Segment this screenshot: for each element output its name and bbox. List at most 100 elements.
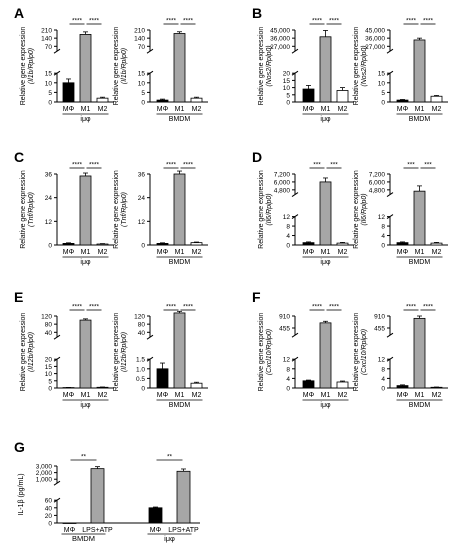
- y-tick-label: 15: [378, 71, 386, 78]
- y-axis-gene: (Nos2/Rplp0): [361, 45, 368, 86]
- y-tick-label: 45,000: [365, 28, 385, 35]
- bar: [173, 312, 186, 389]
- y-tick-label: 15: [45, 364, 53, 371]
- y-tick-label: 0.5: [136, 376, 145, 383]
- significance-label: ****: [406, 18, 417, 25]
- y-tick-label: 6,000: [369, 179, 386, 186]
- y-tick-label: 36,000: [365, 36, 385, 43]
- y-tick-label: 40: [138, 330, 146, 337]
- bar: [173, 173, 186, 246]
- y-tick-label: 24: [138, 195, 146, 202]
- x-tick-label: M2: [98, 106, 108, 113]
- x-axis-title: BMDM: [169, 402, 191, 409]
- y-tick-label: 0: [141, 243, 145, 250]
- significance-label: ****: [312, 18, 323, 25]
- chart-F-10: F 0 4 8 12 455 910 Relative gene expression (Cxc…: [252, 289, 354, 409]
- x-tick-label: M2: [192, 392, 202, 399]
- x-axis-title: iμφ: [320, 116, 331, 123]
- y-tick-label: 0: [141, 386, 145, 393]
- x-tick-label: MΦ: [150, 527, 162, 534]
- y-tick-label: 24: [45, 195, 53, 202]
- bar: [176, 470, 191, 524]
- y-axis-title: Relative gene expression: [353, 313, 360, 392]
- y-tick-label: 210: [41, 28, 52, 35]
- bar: [319, 181, 332, 246]
- bar: [62, 522, 77, 524]
- y-tick-label: 5: [381, 90, 385, 97]
- bar: [430, 95, 443, 103]
- bar: [190, 97, 203, 103]
- x-tick-label: M1: [81, 106, 91, 113]
- significance-label: ****: [183, 304, 194, 311]
- x-tick-label: M1: [81, 392, 91, 399]
- panel-label: B: [252, 5, 262, 21]
- y-tick-label: 4: [286, 376, 290, 383]
- significance-label: ***: [424, 162, 432, 169]
- y-axis-gene: (Il1b/Rplp0): [28, 48, 35, 84]
- bar: [156, 243, 169, 246]
- x-tick-label: M2: [98, 249, 108, 256]
- y-tick-label: 1.5: [136, 357, 145, 364]
- bar: [396, 385, 409, 389]
- x-tick-label: MΦ: [63, 392, 75, 399]
- y-tick-label: 0: [286, 100, 290, 107]
- axis-break-mark: [53, 480, 61, 486]
- y-axis-gene: (Tnf/Rplp0): [28, 192, 35, 227]
- y-axis-title: Relative gene expression: [113, 313, 120, 392]
- bar: [396, 99, 409, 103]
- axis-break-mark: [291, 192, 299, 198]
- axis-break-mark: [146, 334, 154, 340]
- x-tick-label: M1: [415, 392, 425, 399]
- y-axis-title: Relative gene expression: [258, 170, 265, 249]
- y-tick-label: 8: [381, 224, 385, 231]
- y-axis-title: Relative gene expression: [353, 170, 360, 249]
- y-axis-title: Relative gene expression: [113, 27, 120, 106]
- y-axis-gene: (Il12b/Rplp0): [28, 332, 35, 372]
- significance-label: ****: [72, 162, 83, 169]
- x-tick-label: M1: [415, 106, 425, 113]
- bar: [190, 242, 203, 246]
- y-tick-label: 40: [45, 505, 53, 512]
- bar: [336, 90, 349, 103]
- y-tick-label: 4,800: [369, 187, 386, 194]
- y-tick-label: 0: [48, 521, 52, 528]
- y-tick-label: 10: [45, 80, 53, 87]
- y-axis-title: Relative gene expression: [113, 170, 120, 249]
- y-tick-label: 12: [45, 219, 53, 226]
- axis-break-mark: [386, 48, 394, 54]
- x-tick-label: LPS+ATP: [82, 527, 113, 534]
- bar: [148, 507, 163, 524]
- y-tick-label: 140: [134, 36, 145, 43]
- bar: [319, 36, 332, 103]
- y-tick-label: 15: [45, 71, 53, 78]
- y-tick-label: 120: [134, 314, 145, 321]
- y-axis-title: Relative gene expression: [353, 27, 360, 106]
- x-axis-title: iμφ: [320, 259, 331, 266]
- x-tick-label: M2: [338, 249, 348, 256]
- significance-label: ****: [329, 18, 340, 25]
- y-axis-title: Relative gene expression: [20, 313, 27, 392]
- bar: [413, 317, 426, 389]
- y-axis-gene: (Tnf/Rplp0): [121, 192, 128, 227]
- y-tick-label: 27,000: [365, 44, 385, 51]
- x-tick-label: MΦ: [64, 527, 76, 534]
- panel-label: C: [14, 149, 24, 165]
- x-tick-label: M2: [432, 106, 442, 113]
- y-tick-label: 1.0: [136, 366, 145, 373]
- y-tick-label: 20: [45, 513, 53, 520]
- x-tick-label: M1: [321, 249, 331, 256]
- y-axis-title: Relative gene expression: [258, 27, 265, 106]
- y-tick-label: 15: [283, 78, 291, 85]
- x-axis-title: BMDM: [169, 259, 191, 266]
- significance-label: **: [167, 454, 173, 461]
- x-tick-label: M2: [98, 392, 108, 399]
- y-tick-label: 10: [138, 80, 146, 87]
- x-tick-label: M2: [192, 106, 202, 113]
